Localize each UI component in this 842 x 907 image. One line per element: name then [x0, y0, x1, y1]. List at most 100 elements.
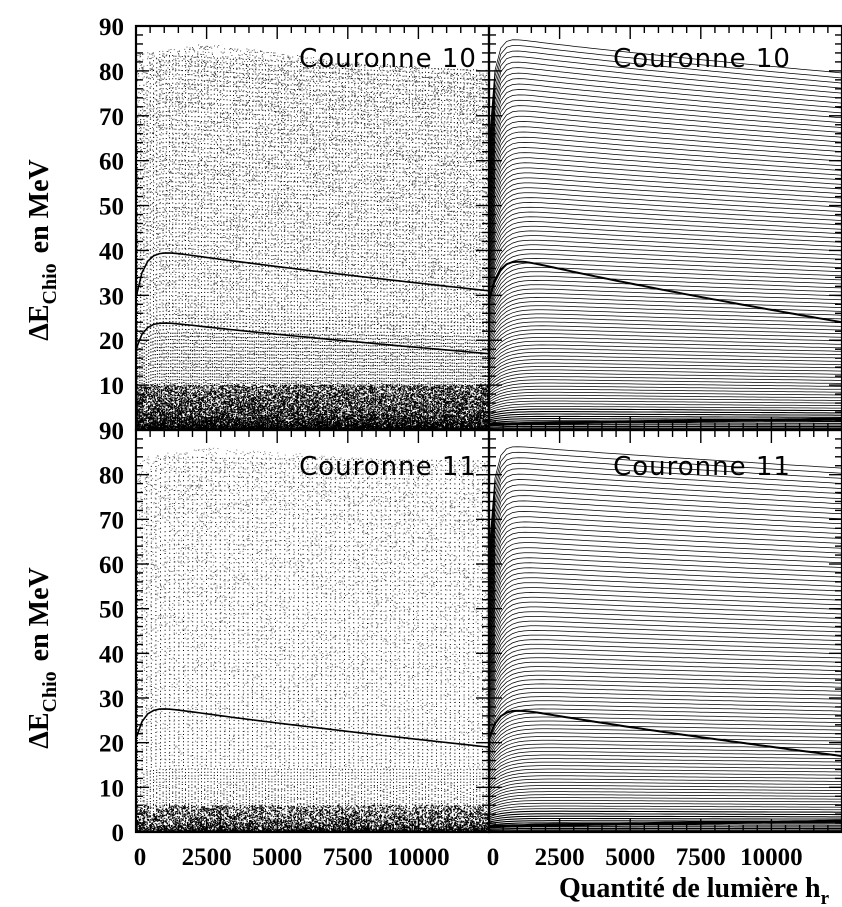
panel-bottom-left-data [136, 447, 489, 832]
highlight-iso-z-line [489, 709, 842, 758]
y-tick-label: 30 [99, 283, 124, 310]
iso-z-line [489, 683, 842, 724]
y-tick-label: 40 [99, 641, 124, 668]
iso-z-line [489, 78, 842, 174]
x-tick-label: 10000 [740, 844, 803, 871]
iso-z-line [489, 815, 842, 821]
y-axis-label-top: ΔEChio en MeV [24, 159, 61, 340]
iso-z-line [489, 778, 842, 794]
iso-z-line [489, 126, 842, 209]
iso-z-line [489, 61, 842, 162]
iso-z-line [489, 394, 842, 405]
iso-z-line [489, 313, 842, 345]
iso-z-line [489, 50, 842, 154]
iso-z-line [489, 754, 842, 776]
iso-z-line [489, 736, 842, 763]
iso-z-line [489, 808, 842, 816]
iso-z-line [489, 724, 842, 754]
iso-z-line [489, 262, 842, 308]
iso-z-line [489, 275, 842, 317]
iso-z-line [489, 625, 842, 682]
iso-z-line [489, 192, 842, 257]
iso-z-line [489, 147, 842, 224]
iso-z-line [489, 788, 842, 801]
iso-z-line [489, 172, 842, 242]
iso-z-line [489, 258, 842, 305]
panel-top-left-data [136, 44, 489, 430]
panel-label-top-left: Couronne 10 [299, 44, 477, 74]
iso-z-line [489, 337, 842, 362]
x-tick-label: 2500 [182, 844, 232, 871]
y-tick-label: 20 [99, 731, 124, 758]
iso-z-line [489, 177, 842, 246]
iso-z-line [489, 601, 842, 665]
iso-z-line [489, 785, 842, 799]
iso-z-line [489, 83, 842, 178]
y-axis-label-main: ΔE [24, 712, 55, 748]
x-tick-label: 0 [134, 844, 147, 871]
iso-z-line [489, 687, 842, 728]
iso-z-line [489, 791, 842, 803]
iso-z-line [489, 446, 842, 553]
iso-z-line [489, 827, 842, 830]
iso-z-line [489, 547, 842, 626]
iso-z-line [489, 348, 842, 371]
scatter-cloud [136, 447, 489, 831]
iso-z-line [489, 620, 842, 679]
iso-z-line [489, 424, 842, 427]
iso-z-line [489, 630, 842, 685]
iso-z-line [489, 700, 842, 737]
iso-z-line [489, 115, 842, 201]
iso-z-line [489, 301, 842, 336]
iso-z-line [489, 292, 842, 330]
iso-z-line [489, 385, 842, 398]
y-tick-label: 20 [99, 328, 124, 355]
iso-z-line [489, 704, 842, 740]
y-tick-label: 40 [99, 238, 124, 265]
x-tick-label: 2500 [535, 844, 585, 871]
iso-z-line [489, 131, 842, 213]
iso-z-line [489, 45, 842, 150]
iso-z-line [489, 325, 842, 354]
x-tick-label: 10000 [387, 844, 450, 871]
iso-z-line [489, 110, 842, 197]
iso-z-line [489, 413, 842, 419]
iso-z-line [489, 479, 842, 576]
iso-z-line [489, 266, 842, 311]
highlight-iso-z-line [489, 260, 842, 324]
y-axis-label-main: ΔE [24, 304, 55, 340]
iso-z-line [489, 761, 842, 782]
y-tick-label: 50 [99, 597, 124, 624]
iso-z-line [489, 152, 842, 228]
panel-top-right-data [489, 39, 842, 430]
iso-z-line [489, 457, 842, 561]
iso-z-line [489, 391, 842, 403]
iso-z-line [489, 382, 842, 396]
iso-z-line [489, 89, 842, 182]
iso-z-line [489, 747, 842, 771]
y-axis-label-suffix: en MeV [24, 567, 55, 661]
base-band [489, 819, 842, 829]
iso-z-line [489, 451, 842, 557]
iso-z-line [489, 708, 842, 743]
iso-z-line [489, 505, 842, 596]
iso-z-line [489, 712, 842, 746]
dark-band-0 [136, 252, 489, 298]
iso-z-line [489, 758, 842, 779]
iso-z-line [489, 297, 842, 333]
iso-z-line [489, 406, 842, 413]
panel-label-bottom-left: Couronne 11 [299, 452, 477, 482]
iso-z-line [489, 670, 842, 715]
iso-z-line [489, 230, 842, 284]
iso-z-line [489, 582, 842, 651]
iso-z-line [489, 772, 842, 789]
iso-z-line [489, 408, 842, 416]
iso-z-line [489, 211, 842, 271]
frame-top-right [487, 24, 842, 432]
iso-z-line [489, 136, 842, 216]
iso-z-line [489, 280, 842, 321]
iso-z-line [489, 557, 842, 633]
iso-z-line [489, 826, 842, 829]
dark-band-0 [136, 708, 489, 748]
